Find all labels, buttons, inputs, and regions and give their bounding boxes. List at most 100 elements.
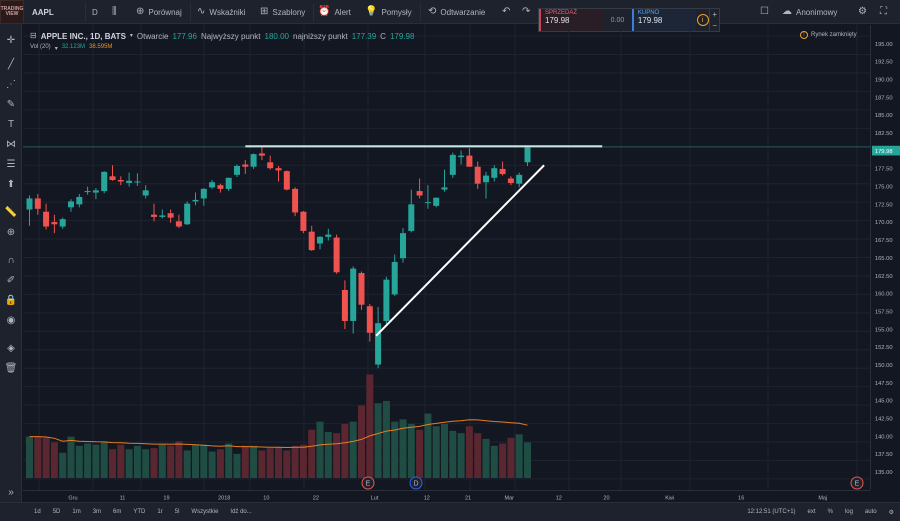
candle-body	[449, 154, 456, 175]
range-button[interactable]: 5l	[174, 509, 180, 515]
candle-body	[159, 215, 166, 217]
text-tool-icon[interactable]: T	[7, 118, 15, 130]
volume-bar	[441, 423, 448, 478]
ideas-button[interactable]: 💡 Pomysły	[365, 0, 412, 24]
account-button[interactable]: ☁ Anonimowy	[782, 0, 837, 24]
range-button[interactable]: 5D	[52, 509, 61, 515]
crosshair-icon[interactable]: ✛	[6, 34, 16, 46]
templates-button[interactable]: ⊞ Szablony	[260, 0, 305, 24]
pattern-tool-icon[interactable]: ⋈	[6, 138, 16, 150]
volume-bar	[175, 441, 183, 478]
time-axis[interactable]: Gru 11 19 2018 10 22 Lut 12 21 Mar 12 20 Kwi 16 Maj	[23, 490, 870, 502]
scale-option[interactable]: ext	[807, 509, 816, 515]
app-logo[interactable]: TRADING VIEW	[0, 0, 24, 24]
trash-icon[interactable]: 🗑	[4, 362, 18, 374]
high-value: 180.00	[264, 31, 289, 41]
volume-label[interactable]: Vol (20)	[30, 44, 51, 50]
candle-body	[483, 175, 489, 183]
arrow-up-icon[interactable]: ⬆	[6, 178, 16, 190]
time-tick-label: 2018	[218, 495, 230, 501]
undo-button[interactable]: ↶	[502, 0, 510, 24]
magnet-icon[interactable]: ∩	[7, 254, 15, 266]
range-button[interactable]: YTD	[133, 509, 146, 515]
low-label: najniższy punkt	[293, 31, 348, 41]
trendline-tool-icon[interactable]: ╱	[7, 58, 15, 70]
time-tick-label: Maj	[818, 495, 827, 501]
sell-button[interactable]: SPRZEDAŻ 179.98	[539, 9, 603, 31]
layout-button[interactable]: ☐	[760, 0, 769, 24]
redo-button[interactable]: ↷	[522, 0, 530, 24]
indicators-icon: ∿	[197, 6, 206, 17]
scale-option[interactable]: auto	[864, 509, 877, 515]
price-tick-label: 192.50	[875, 60, 893, 66]
range-button[interactable]: 3m	[92, 509, 102, 515]
chevron-down-icon[interactable]: ▾	[129, 33, 133, 39]
time-tick-label: 11	[120, 495, 126, 501]
range-button[interactable]: 1r	[157, 509, 163, 515]
indicators-button[interactable]: ∿ Wskaźniki	[197, 0, 245, 24]
volume-bar	[283, 450, 291, 478]
symbol-search[interactable]: AAPL	[32, 0, 54, 24]
gear-icon[interactable]: ⚙	[888, 509, 894, 516]
range-button[interactable]: 6m	[113, 509, 122, 515]
candle-body	[317, 236, 323, 244]
replay-button[interactable]: ⟲ Odtwarzanie	[428, 0, 485, 24]
timezone-clock[interactable]: 12:12:51 (UTC+1)	[747, 509, 796, 515]
candle-body	[68, 201, 74, 208]
fib-tool-icon[interactable]: ⋰	[6, 78, 16, 90]
volume-bar	[100, 442, 108, 478]
volume-bar	[299, 444, 307, 478]
prediction-tool-icon[interactable]: ☰	[6, 158, 16, 170]
candle-body	[84, 191, 91, 193]
toolbar-divider	[313, 3, 314, 21]
lock-drawing-icon[interactable]: ✐	[6, 274, 16, 286]
collapse-legend-icon[interactable]: ⊟	[30, 31, 37, 40]
range-button[interactable]: 1d	[34, 509, 41, 515]
interval-button[interactable]: D	[92, 0, 98, 24]
layers-icon[interactable]: ◈	[7, 342, 15, 354]
fullscreen-button[interactable]: ⛶	[880, 0, 887, 24]
event-marker[interactable]: D	[409, 476, 423, 490]
price-tick-label: 137.50	[875, 452, 893, 458]
time-tick-label: Mar	[505, 495, 515, 501]
compare-icon: ⊕	[136, 6, 145, 17]
range-button[interactable]: Idź do...	[230, 509, 252, 515]
range-button[interactable]: Wszystkie	[191, 509, 219, 515]
compare-button[interactable]: ⊕ Porównaj	[136, 0, 182, 24]
volume-bar	[291, 445, 299, 478]
alert-button[interactable]: ⏰ Alert	[318, 0, 351, 24]
volume-bar	[75, 445, 83, 478]
scale-option[interactable]: %	[827, 509, 833, 515]
event-marker[interactable]: E	[850, 476, 864, 490]
market-status[interactable]: ! Rynek zamknięty	[800, 31, 857, 39]
chevron-down-icon[interactable]: ▾	[54, 46, 58, 52]
price-tick-label: 185.00	[875, 113, 893, 119]
settings-button[interactable]: ⚙	[858, 0, 867, 24]
trade-info-button[interactable]: i	[696, 9, 709, 31]
lock-icon[interactable]: 🔒	[4, 294, 18, 306]
event-marker[interactable]: E	[361, 476, 375, 490]
time-tick-label: 20	[603, 495, 609, 501]
range-button[interactable]: 1m	[72, 509, 81, 515]
plus-icon[interactable]: +	[712, 10, 717, 19]
candle-body	[126, 180, 133, 183]
candle-body	[117, 180, 124, 182]
brush-tool-icon[interactable]: ✎	[6, 98, 16, 110]
candle-body	[258, 153, 265, 156]
volume-bar	[524, 442, 531, 478]
quantity-stepper[interactable]: + −	[709, 9, 719, 31]
candle-body	[192, 199, 199, 202]
eye-icon[interactable]: ◉	[6, 314, 16, 326]
zoom-icon[interactable]: ⊕	[6, 226, 16, 238]
time-tick-label: 16	[738, 495, 744, 501]
buy-button[interactable]: KUPNO 179.98	[631, 9, 696, 31]
price-axis[interactable]: 195.00192.50190.00187.50185.00182.50180.…	[870, 25, 900, 490]
ruler-icon[interactable]: 📏	[4, 206, 18, 218]
chart-type-button[interactable]: ⫼	[112, 0, 117, 24]
candles-icon: ⫼	[112, 6, 117, 17]
scale-option[interactable]: log	[844, 509, 853, 515]
minus-icon[interactable]: −	[712, 21, 717, 30]
collapse-icon[interactable]: »	[8, 486, 14, 498]
support-trendline[interactable]	[375, 164, 545, 337]
